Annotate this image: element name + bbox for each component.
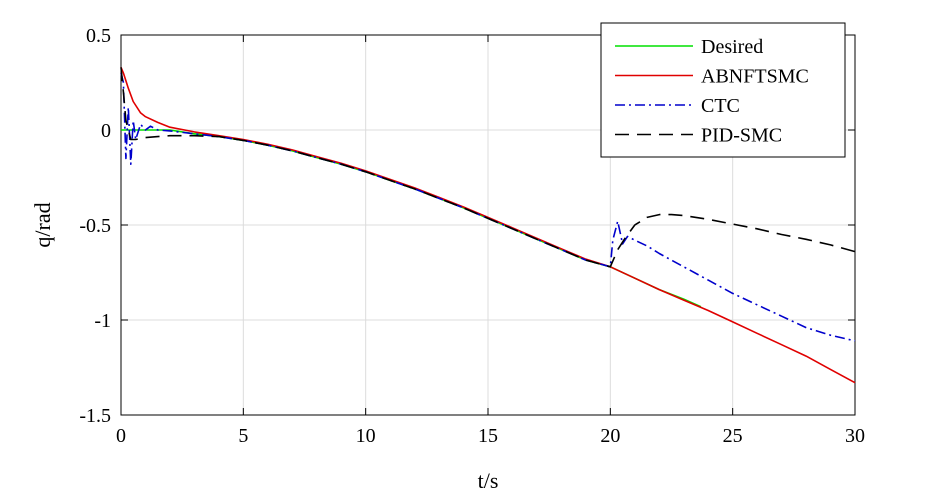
axis-ticks: 0 5 10 15 20 25 30 -1.5 -1 -0.5 0 0.5: [79, 25, 865, 447]
series-lines: [120, 66, 856, 384]
y-axis-label: q/rad: [30, 202, 55, 247]
y-tick-label: 0.5: [86, 25, 111, 47]
legend-label: ABNFTSMC: [701, 66, 809, 88]
x-tick-label: 10: [356, 425, 376, 447]
y-tick-label: 0: [101, 120, 111, 142]
x-axis-label: t/s: [478, 468, 499, 493]
x-tick-label: 25: [723, 425, 743, 447]
series-line-abnftsmc: [120, 66, 856, 384]
y-tick-label: -1: [94, 310, 111, 332]
x-tick-label: 0: [116, 425, 126, 447]
legend: Desired ABNFTSMC CTC PID-SMC: [600, 22, 846, 158]
y-tick-label: -1.5: [79, 405, 111, 427]
legend-label: CTC: [701, 95, 740, 117]
series-line-pid-smc: [120, 67, 856, 268]
x-tick-label: 5: [238, 425, 248, 447]
legend-label: Desired: [701, 36, 763, 58]
y-tick-label: -0.5: [79, 215, 111, 237]
x-tick-label: 20: [600, 425, 620, 447]
x-tick-label: 15: [478, 425, 498, 447]
series-line-ctc: [120, 72, 856, 342]
legend-label: PID-SMC: [701, 125, 782, 147]
x-tick-label: 30: [845, 425, 865, 447]
